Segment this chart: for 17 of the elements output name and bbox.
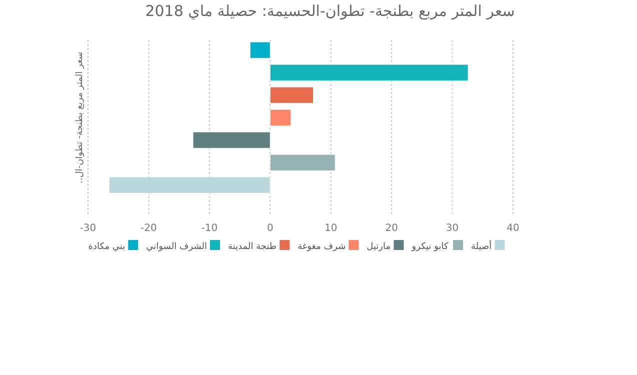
x-tick-label: -10: [201, 223, 218, 234]
x-tick-label: -20: [140, 223, 157, 234]
legend-label: الشرف السواني: [146, 242, 208, 252]
legend-label: طنجة المدينة: [228, 242, 277, 252]
x-tick-label: 30: [446, 223, 459, 234]
y-axis-title: سعر المتر مربع بطنجة- تطوان-ال..: [75, 52, 85, 184]
x-tick-label: 40: [506, 223, 520, 234]
legend-label: بني مكادة: [88, 242, 126, 252]
x-tick-label: 10: [324, 223, 338, 234]
x-tick-label: 20: [385, 223, 398, 234]
legend-label: كابو نيكرو: [410, 242, 450, 252]
legend-label: أصيلة: [471, 240, 492, 252]
legend-label: مارتيل: [366, 242, 391, 252]
x-tick-label: 0: [266, 223, 274, 234]
legend-label: شرف مغوغة: [298, 242, 346, 252]
chart-title: سعر المتر مربع بطنجة- تطوان-الحسيمة: حصيلة ماي 2018: [145, 2, 515, 20]
x-tick-label: -30: [80, 223, 96, 234]
